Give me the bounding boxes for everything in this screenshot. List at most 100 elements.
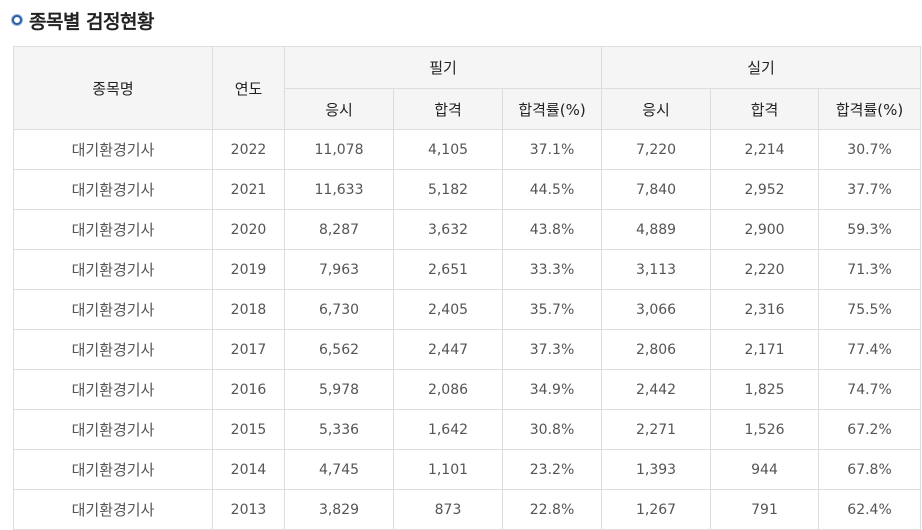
- cell-written-rate: 35.7%: [501, 289, 603, 330]
- cell-name: 대기환경기사: [13, 169, 213, 210]
- cell-year: 2021: [212, 169, 285, 210]
- cell-written-pass: 4,105: [393, 129, 503, 170]
- table-row: 대기환경기사 2021 11,633 5,182 44.5% 7,840 2,952 37.7…: [13, 169, 922, 210]
- cell-written-apply: 5,336: [284, 409, 394, 450]
- cell-practical-rate: 62.4%: [818, 489, 922, 530]
- table-row: 대기환경기사 2020 8,287 3,632 43.8% 4,889 2,900 59.3%: [13, 209, 922, 250]
- cell-year: 2015: [212, 409, 285, 450]
- cell-year: 2018: [212, 289, 285, 330]
- cell-practical-pass: 791: [710, 489, 820, 530]
- cell-written-pass: 3,632: [393, 209, 503, 250]
- cell-written-apply: 7,963: [284, 249, 394, 290]
- cell-written-pass: 2,405: [393, 289, 503, 330]
- cell-name: 대기환경기사: [13, 449, 213, 490]
- cell-written-apply: 11,633: [284, 169, 394, 210]
- cell-practical-rate: 59.3%: [818, 209, 922, 250]
- cell-practical-pass: 2,316: [710, 289, 820, 330]
- cell-written-rate: 34.9%: [501, 369, 603, 410]
- cell-practical-pass: 2,900: [710, 209, 820, 250]
- cell-name: 대기환경기사: [13, 289, 213, 330]
- cell-written-rate: 23.2%: [501, 449, 603, 490]
- cell-written-rate: 30.8%: [501, 409, 603, 450]
- cell-practical-apply: 2,806: [601, 329, 712, 370]
- section-title-text: 종목별 검정현황: [29, 10, 154, 33]
- cell-practical-rate: 77.4%: [818, 329, 922, 370]
- table-body: 대기환경기사 2022 11,078 4,105 37.1% 7,220 2,214 30.7…: [13, 129, 922, 530]
- cell-practical-apply: 2,271: [601, 409, 712, 450]
- table-row: 대기환경기사 2017 6,562 2,447 37.3% 2,806 2,171 77.4%: [13, 329, 922, 370]
- cell-practical-rate: 37.7%: [818, 169, 922, 210]
- cell-practical-rate: 67.2%: [818, 409, 922, 450]
- cell-name: 대기환경기사: [13, 409, 213, 450]
- cell-written-apply: 3,829: [284, 489, 394, 530]
- col-header-written-apply: 응시: [284, 88, 394, 130]
- cell-name: 대기환경기사: [13, 369, 213, 410]
- cell-written-rate: 44.5%: [501, 169, 603, 210]
- col-header-practical-pass: 합격: [710, 88, 820, 130]
- cell-written-pass: 2,086: [393, 369, 503, 410]
- cell-year: 2020: [212, 209, 285, 250]
- cell-name: 대기환경기사: [13, 329, 213, 370]
- cell-name: 대기환경기사: [13, 489, 213, 530]
- cell-practical-apply: 3,066: [601, 289, 712, 330]
- cell-year: 2013: [212, 489, 285, 530]
- table-row: 대기환경기사 2022 11,078 4,105 37.1% 7,220 2,214 30.7…: [13, 129, 922, 170]
- cell-practical-rate: 74.7%: [818, 369, 922, 410]
- cell-practical-rate: 71.3%: [818, 249, 922, 290]
- col-header-practical-rate: 합격률(%): [818, 88, 922, 130]
- cell-written-apply: 4,745: [284, 449, 394, 490]
- col-group-practical: 실기: [601, 46, 922, 89]
- cell-practical-rate: 30.7%: [818, 129, 922, 170]
- cell-year: 2022: [212, 129, 285, 170]
- cell-practical-pass: 944: [710, 449, 820, 490]
- table-row: 대기환경기사 2016 5,978 2,086 34.9% 2,442 1,825 74.7%: [13, 369, 922, 410]
- cell-practical-pass: 1,825: [710, 369, 820, 410]
- cell-year: 2014: [212, 449, 285, 490]
- cell-written-pass: 2,447: [393, 329, 503, 370]
- cell-practical-apply: 7,220: [601, 129, 712, 170]
- cell-written-apply: 5,978: [284, 369, 394, 410]
- cell-written-apply: 6,730: [284, 289, 394, 330]
- cell-written-pass: 873: [393, 489, 503, 530]
- cell-written-rate: 22.8%: [501, 489, 603, 530]
- col-header-practical-apply: 응시: [601, 88, 712, 130]
- cell-year: 2016: [212, 369, 285, 410]
- cell-name: 대기환경기사: [13, 129, 213, 170]
- col-header-year: 연도: [212, 46, 285, 130]
- cell-written-pass: 1,101: [393, 449, 503, 490]
- table-row: 대기환경기사 2015 5,336 1,642 30.8% 2,271 1,526 67.2%: [13, 409, 922, 450]
- cell-practical-apply: 1,267: [601, 489, 712, 530]
- cell-written-rate: 37.3%: [501, 329, 603, 370]
- cell-practical-apply: 1,393: [601, 449, 712, 490]
- table-row: 대기환경기사 2014 4,745 1,101 23.2% 1,393 944 67.8%: [13, 449, 922, 490]
- cell-name: 대기환경기사: [13, 209, 213, 250]
- cell-practical-apply: 3,113: [601, 249, 712, 290]
- table-row: 대기환경기사 2019 7,963 2,651 33.3% 3,113 2,220 71.3%: [13, 249, 922, 290]
- table-row: 대기환경기사 2013 3,829 873 22.8% 1,267 791 62.4%: [13, 489, 922, 530]
- cell-written-pass: 5,182: [393, 169, 503, 210]
- cell-practical-apply: 4,889: [601, 209, 712, 250]
- cell-practical-rate: 75.5%: [818, 289, 922, 330]
- table-row: 대기환경기사 2018 6,730 2,405 35.7% 3,066 2,316 75.5%: [13, 289, 922, 330]
- cell-practical-pass: 1,526: [710, 409, 820, 450]
- cell-practical-pass: 2,952: [710, 169, 820, 210]
- bullet-circle-icon: [12, 15, 22, 25]
- col-group-written: 필기: [283, 46, 603, 89]
- cell-year: 2017: [212, 329, 285, 370]
- col-header-name: 종목명: [13, 46, 213, 130]
- cell-written-rate: 33.3%: [501, 249, 603, 290]
- cell-written-apply: 8,287: [284, 209, 394, 250]
- exam-stats-table: 종목명 연도 필기 실기 응시 합격 합격률(%) 응시 합격 합격률(%) 대…: [13, 46, 922, 530]
- cell-practical-pass: 2,214: [710, 129, 820, 170]
- cell-written-rate: 43.8%: [501, 209, 603, 250]
- cell-practical-apply: 7,840: [601, 169, 712, 210]
- cell-written-apply: 6,562: [284, 329, 394, 370]
- cell-written-rate: 37.1%: [501, 129, 603, 170]
- cell-practical-rate: 67.8%: [818, 449, 922, 490]
- cell-practical-apply: 2,442: [601, 369, 712, 410]
- section-title: 종목별 검정현황: [12, 6, 154, 34]
- cell-practical-pass: 2,220: [710, 249, 820, 290]
- table-header: 종목명 연도 필기 실기 응시 합격 합격률(%) 응시 합격 합격률(%): [13, 46, 922, 130]
- col-header-written-rate: 합격률(%): [501, 88, 603, 130]
- cell-written-pass: 2,651: [393, 249, 503, 290]
